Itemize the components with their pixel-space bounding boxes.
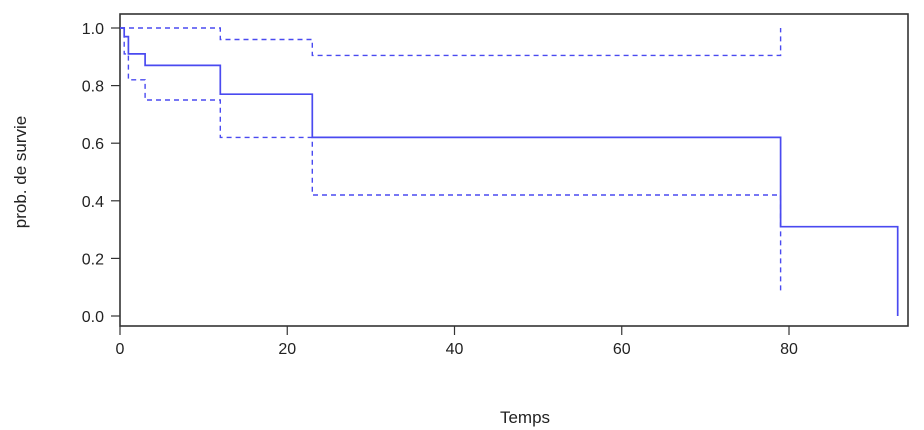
x-tick-label: 0 xyxy=(116,341,125,358)
x-axis: 0 20 40 60 80 xyxy=(116,326,798,358)
survival-curve xyxy=(120,27,899,316)
y-axis: 0.0 0.2 0.4 0.6 0.8 1.0 xyxy=(82,21,120,326)
series-layer xyxy=(120,27,899,316)
y-tick-label: 1.0 xyxy=(82,21,104,38)
x-tick-label: 20 xyxy=(278,341,296,358)
y-tick-label: 0.2 xyxy=(82,251,104,268)
x-tick-label: 40 xyxy=(446,341,464,358)
x-tick-label: 80 xyxy=(780,341,798,358)
y-tick-label: 0.6 xyxy=(82,136,104,153)
y-tick-label: 0.8 xyxy=(82,79,104,96)
plot-frame xyxy=(119,13,909,327)
plot-border xyxy=(119,13,909,327)
upper-confidence-curve xyxy=(120,27,782,57)
y-tick-label: 0.0 xyxy=(82,309,104,326)
y-axis-label: prob. de survie xyxy=(11,116,30,228)
x-tick-label: 60 xyxy=(613,341,631,358)
y-tick-label: 0.4 xyxy=(82,194,104,211)
x-axis-label: Temps xyxy=(500,408,550,427)
lower-confidence-curve xyxy=(120,27,782,293)
